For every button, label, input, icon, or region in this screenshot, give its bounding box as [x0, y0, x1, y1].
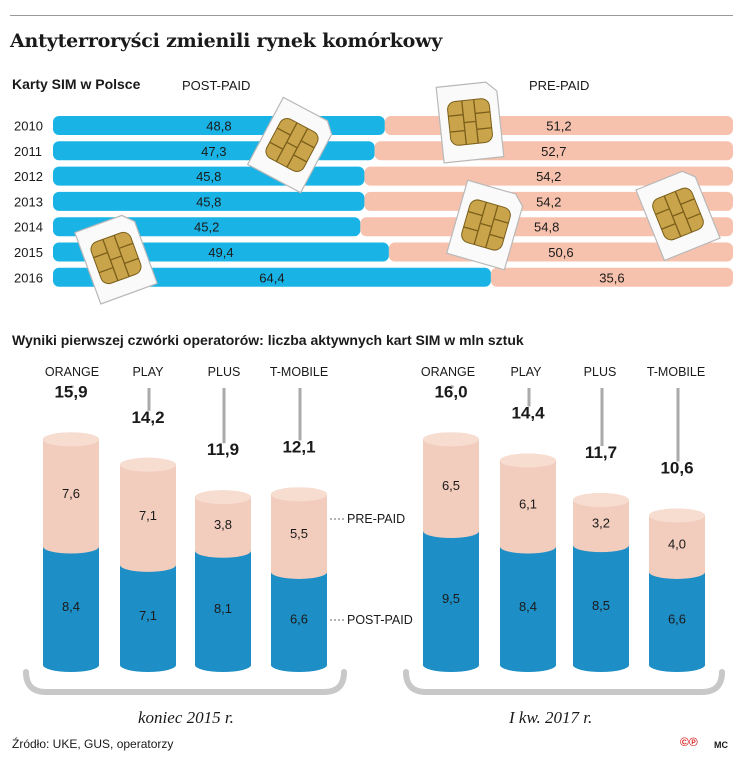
- operator-name: PLAY: [510, 365, 542, 379]
- year-label: 2015: [14, 245, 43, 260]
- total-label: 14,2: [131, 408, 164, 427]
- year-label: 2012: [14, 169, 43, 184]
- legend-prepaid: PRE-PAID: [347, 512, 405, 526]
- horizontal-stacked-bar-chart: 2010 48,8 51,2 2011 47,3 52,7 2012 45,8 54,2 2013…: [14, 80, 733, 305]
- cylinder-top: [500, 453, 556, 468]
- cylinder-segment: [649, 571, 705, 672]
- postpaid-value-label: 8,5: [592, 598, 610, 613]
- cylinder-segment: [500, 460, 556, 554]
- year-label: 2016: [14, 270, 43, 285]
- prepaid-value-label: 6,5: [442, 478, 460, 493]
- total-label: 12,1: [282, 437, 315, 456]
- operator-name: T-MOBILE: [647, 365, 705, 379]
- period-label-2017: I kw. 2017 r.: [509, 708, 593, 727]
- value-label-postpaid: 47,3: [201, 144, 226, 159]
- cylinder-segment: [195, 550, 251, 672]
- postpaid-value-label: 8,4: [62, 599, 80, 614]
- publisher-logo: ©℗: [680, 735, 698, 749]
- top-rule: [10, 15, 733, 16]
- bar-prepaid: [490, 267, 733, 287]
- cylinder-segment: [120, 564, 176, 672]
- total-label: 16,0: [434, 382, 467, 401]
- postpaid-value-label: 7,1: [139, 608, 157, 623]
- postpaid-value-label: 6,6: [290, 611, 308, 626]
- author-credit: MC: [714, 740, 728, 750]
- total-label: 11,7: [585, 443, 617, 462]
- cylinder-segment: [43, 546, 99, 672]
- cylinder-segment: [195, 497, 251, 558]
- operator-name: PLUS: [208, 365, 241, 379]
- operator-name: PLAY: [132, 365, 164, 379]
- cylinder-top: [271, 487, 327, 502]
- value-label-postpaid: 49,4: [208, 245, 233, 260]
- postpaid-value-label: 9,5: [442, 591, 460, 606]
- value-label-postpaid: 64,4: [259, 270, 284, 285]
- postpaid-value-label: 8,1: [214, 601, 232, 616]
- year-label: 2014: [14, 220, 43, 235]
- operator-name: T-MOBILE: [270, 365, 328, 379]
- total-label: 14,4: [511, 404, 545, 423]
- prepaid-value-label: 6,1: [519, 497, 537, 512]
- bar-postpaid: [53, 191, 365, 211]
- value-label-prepaid: 54,8: [534, 220, 559, 235]
- legend-postpaid-label: POST-PAID: [182, 78, 251, 93]
- cylinder-top: [573, 493, 629, 508]
- prepaid-value-label: 4,0: [668, 537, 686, 552]
- value-label-prepaid: 54,2: [536, 194, 561, 209]
- operator-name: ORANGE: [421, 365, 475, 379]
- value-label-postpaid: 45,2: [194, 220, 219, 235]
- cylinder-segment: [423, 439, 479, 539]
- cylinder-segment: [43, 439, 99, 554]
- cylinder-top: [120, 457, 176, 472]
- group-bracket: [403, 669, 725, 695]
- total-label: 10,6: [660, 459, 693, 478]
- cylinder-segment: [573, 500, 629, 553]
- value-label-prepaid: 51,2: [546, 119, 571, 134]
- period-label-2015: koniec 2015 r.: [138, 708, 234, 727]
- value-label-postpaid: 48,8: [206, 119, 231, 134]
- bar-prepaid: [364, 166, 733, 186]
- cylinder-segment: [120, 464, 176, 572]
- cylinder-segment: [500, 546, 556, 672]
- source-note: Źródło: UKE, GUS, operatorzy: [12, 737, 174, 751]
- postpaid-value-label: 6,6: [668, 611, 686, 626]
- prepaid-value-label: 7,1: [139, 508, 157, 523]
- prepaid-value-label: 7,6: [62, 486, 80, 501]
- value-label-prepaid: 54,2: [536, 169, 561, 184]
- cylinder-top: [423, 432, 479, 447]
- legend-postpaid: POST-PAID: [347, 613, 413, 627]
- cylinder-segment: [271, 494, 327, 579]
- prepaid-value-label: 3,2: [592, 516, 610, 531]
- operator-name: ORANGE: [45, 365, 99, 379]
- legend-prepaid-label: PRE-PAID: [529, 78, 590, 93]
- operator-name: PLUS: [584, 365, 617, 379]
- page-title: Antyterroryści zmienili rynek komórkowy: [10, 30, 443, 52]
- value-label-postpaid: 45,8: [196, 169, 221, 184]
- cylinder-top: [649, 508, 705, 523]
- chart-title-sim-cards: Karty SIM w Polsce: [12, 76, 141, 92]
- total-label: 11,9: [207, 440, 239, 459]
- total-label: 15,9: [54, 382, 87, 401]
- value-label-prepaid: 35,6: [599, 270, 624, 285]
- cylinder-top: [43, 432, 99, 447]
- cylinder-segment: [423, 531, 479, 672]
- value-label-prepaid: 52,7: [541, 144, 566, 159]
- cylinder-segment: [649, 515, 705, 579]
- cylinder-segment: [271, 571, 327, 672]
- chart-title-operators: Wyniki pierwszej czwórki operatorów: lic…: [12, 332, 524, 348]
- group-bracket: [23, 669, 347, 695]
- year-label: 2010: [14, 119, 43, 134]
- value-label-prepaid: 50,6: [548, 245, 573, 260]
- postpaid-value-label: 8,4: [519, 599, 537, 614]
- prepaid-value-label: 3,8: [214, 517, 232, 532]
- value-label-postpaid: 45,8: [196, 194, 221, 209]
- year-label: 2011: [14, 144, 42, 159]
- cylinder-top: [195, 490, 251, 505]
- cylinder-segment: [573, 545, 629, 672]
- prepaid-value-label: 5,5: [290, 526, 308, 541]
- year-label: 2013: [14, 194, 43, 209]
- bar-postpaid: [53, 267, 491, 287]
